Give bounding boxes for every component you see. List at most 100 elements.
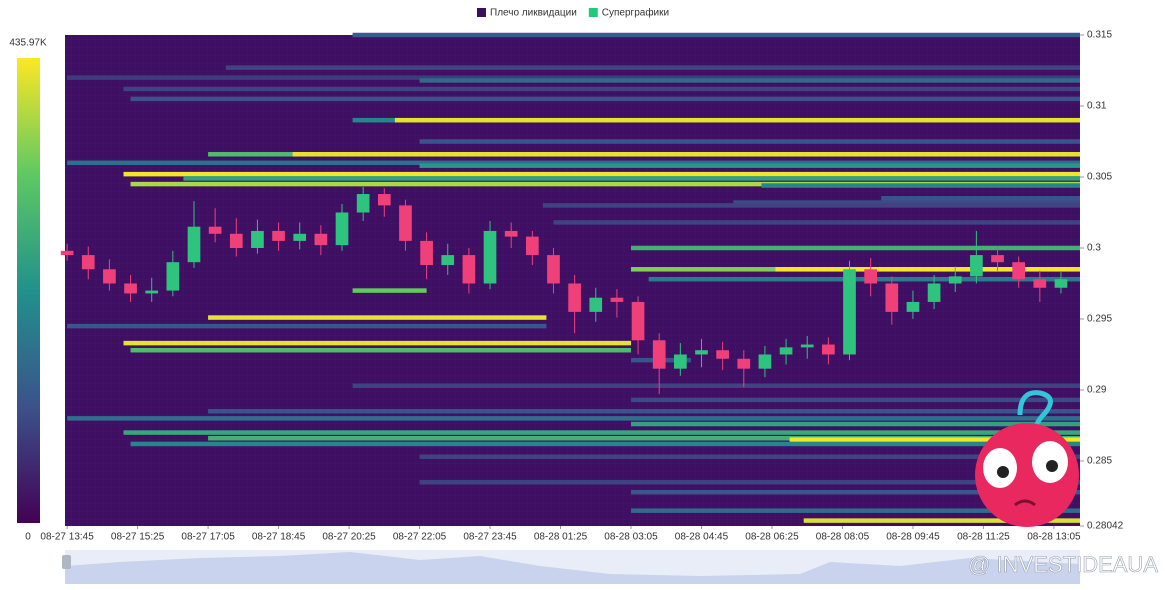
liquidation-band: [292, 152, 1080, 157]
candle-body: [674, 354, 687, 369]
x-tick-label: 08-28 08:05: [816, 532, 870, 543]
candle-body: [779, 347, 793, 355]
navigator-handle[interactable]: [62, 555, 71, 569]
candle-body: [251, 230, 264, 248]
color-scale: [17, 58, 40, 523]
liquidation-band: [130, 96, 1081, 102]
candle-body: [166, 262, 180, 291]
candle-body: [60, 250, 74, 256]
liquidation-band: [67, 323, 547, 329]
liquidation-band: [419, 139, 1080, 144]
candle-body: [399, 205, 412, 241]
liquidation-band: [631, 245, 1080, 251]
candle-body: [822, 344, 835, 355]
candle-body: [843, 269, 856, 355]
liquidation-band: [542, 203, 1080, 208]
liquidation-band: [394, 117, 1080, 123]
candle-body: [377, 194, 391, 206]
candle-body: [906, 301, 920, 312]
candle-body: [716, 350, 729, 359]
liquidation-band: [183, 176, 1080, 181]
candle-body: [568, 283, 581, 312]
candle-body: [970, 255, 983, 277]
candle-body: [1033, 279, 1047, 288]
candle-body: [272, 230, 285, 241]
x-tick-label: 08-27 20:25: [322, 532, 376, 543]
x-tick-label: 08-27 23:45: [463, 532, 517, 543]
liquidation-band: [631, 508, 1080, 513]
liquidation-band: [208, 315, 547, 320]
candle-body: [948, 276, 962, 284]
candle-body: [885, 283, 899, 312]
liquidation-band: [733, 200, 1080, 205]
liquidation-band: [67, 416, 1081, 421]
candle-body: [800, 344, 814, 348]
candle-body: [1012, 262, 1026, 280]
liquidation-band: [419, 78, 1080, 83]
candle-body: [483, 230, 497, 284]
watermark: @ INVESTIDEAUA: [968, 552, 1158, 577]
x-tick-label: 08-28 01:25: [534, 532, 588, 543]
scale-max-label: 435.97K: [9, 38, 47, 49]
y-tick-label: 0.29: [1087, 385, 1107, 396]
liquidation-band: [130, 347, 632, 353]
x-tick-label: 08-27 22:05: [393, 532, 447, 543]
liquidation-band: [123, 171, 1080, 177]
candle-body: [314, 233, 328, 246]
candle-body: [864, 269, 877, 284]
candle-body: [758, 354, 772, 369]
liquidation-band: [130, 181, 1081, 187]
liquidation-band: [419, 163, 1080, 168]
liquidation-band: [208, 409, 1081, 414]
liquidation-band: [208, 436, 1081, 441]
candle-body: [420, 240, 433, 266]
legend-label: Суперграфики: [602, 7, 669, 19]
liquidation-band: [419, 454, 1080, 459]
liquidation-band: [67, 160, 1081, 166]
liquidation-band: [631, 397, 1080, 403]
liquidation-band: [123, 340, 632, 346]
liquidation-band: [775, 267, 1080, 272]
x-tick-label: 08-28 03:05: [604, 532, 658, 543]
scale-min-label: 0: [25, 532, 31, 543]
legend-swatch: [477, 8, 486, 17]
candle-body: [1054, 279, 1068, 288]
candle-body: [695, 350, 708, 355]
y-tick-label: 0.28042: [1087, 521, 1124, 532]
candles: [60, 186, 1068, 395]
candle-body: [208, 226, 222, 234]
x-tick-label: 08-28 09:45: [886, 532, 940, 543]
liquidation-band: [225, 65, 1081, 70]
x-tick-label: 08-27 17:05: [181, 532, 235, 543]
liquidation-band: [803, 518, 1080, 523]
y-tick-label: 0.315: [1087, 30, 1112, 41]
x-tick-label: 08-28 13:05: [1027, 532, 1081, 543]
liquidation-band: [761, 183, 1080, 188]
candle-body: [525, 236, 539, 256]
candle-body: [631, 301, 645, 341]
liquidation-band: [67, 75, 1081, 80]
legend-swatch: [588, 8, 598, 17]
liquidation-band: [419, 480, 1080, 485]
candle-body: [81, 255, 95, 270]
y-tick-label: 0.295: [1087, 314, 1112, 325]
candle-body: [610, 297, 624, 302]
candle-body: [335, 212, 349, 246]
candle-body: [462, 255, 476, 284]
y-tick-label: 0.31: [1087, 101, 1107, 112]
liquidation-band: [352, 288, 427, 293]
candle-body: [547, 255, 560, 284]
candle-body: [145, 290, 159, 294]
candle-body: [589, 297, 603, 312]
candle-body: [229, 233, 243, 248]
liquidation-band: [789, 437, 1080, 442]
navigator-area: [65, 552, 1080, 584]
candle-body: [927, 283, 941, 302]
liquidation-band: [881, 196, 1080, 201]
x-tick-label: 08-28 06:25: [745, 532, 799, 543]
liquidation-band: [123, 86, 1080, 92]
x-tick-label: 08-27 15:25: [111, 532, 165, 543]
y-tick-label: 0.305: [1087, 172, 1112, 183]
candle-body: [991, 255, 1004, 263]
